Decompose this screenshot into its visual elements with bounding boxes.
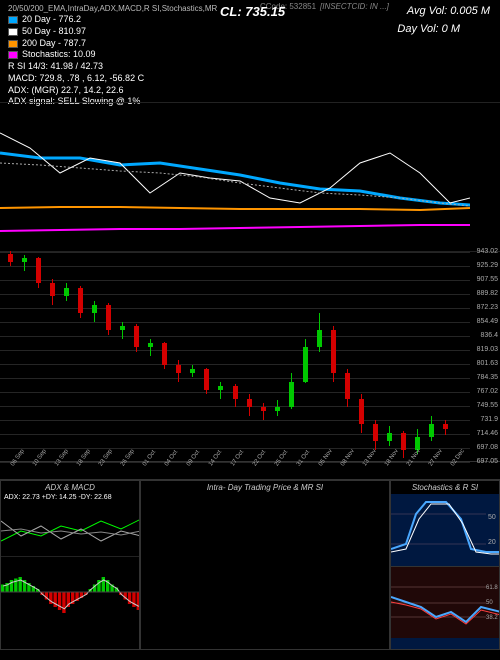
day-volume: Day Vol: 0 M: [397, 22, 460, 36]
adx-values: ADX: 22.73 +DY: 14.25 -DY: 22.68: [1, 494, 139, 501]
intraday-panel: Intra- Day Trading Price & MR SI: [140, 480, 390, 650]
svg-text:50: 50: [488, 514, 496, 521]
panel-title: ADX & MACD: [1, 481, 139, 494]
day-vol-label: Day Vol:: [397, 23, 438, 35]
cl-value: 735.15: [245, 4, 285, 19]
avg-volume: Avg Vol: 0.005 M: [407, 4, 490, 18]
avg-vol-value: 0.005 M: [450, 5, 490, 17]
panel-title: Stochastics & R SI: [391, 481, 499, 494]
svg-text:50: 50: [486, 600, 493, 606]
stochastics-subpanel: 50 20: [391, 494, 499, 566]
ema-line-chart: [0, 102, 500, 252]
rsi-subpanel: 61.8 50 38.2: [391, 566, 499, 638]
close-price: CL: 735.15: [220, 4, 285, 21]
panel-title: Intra- Day Trading Price & MR SI: [141, 481, 389, 494]
macd-subpanel: [1, 556, 139, 626]
svg-text:38.2: 38.2: [486, 615, 498, 621]
svg-text:20: 20: [488, 539, 496, 546]
bottom-panels: ADX & MACD ADX: 22.73 +DY: 14.25 -DY: 22…: [0, 480, 500, 650]
insec-id: [INSECTCID: IN ...]: [320, 2, 389, 12]
day-vol-value: 0 M: [442, 23, 460, 35]
stochastics-rsi-panel: Stochastics & R SI 50 20 61.8 50 38.2: [390, 480, 500, 650]
candlestick-chart: 943.02925.29907.55889.82872.23854.49836.…: [0, 252, 500, 462]
date-axis: 06 Sep10 Sep13 Sep18 Sep23 Sep26 Sep01 O…: [0, 462, 500, 480]
cl-label: CL:: [220, 4, 242, 19]
svg-text:61.8: 61.8: [486, 585, 498, 591]
avg-vol-label: Avg Vol:: [407, 5, 447, 17]
adx-macd-panel: ADX & MACD ADX: 22.73 +DY: 14.25 -DY: 22…: [0, 480, 140, 650]
indicator-header: 20/50/200_EMA,IntraDay,ADX,MACD,R SI,Sto…: [0, 0, 500, 100]
